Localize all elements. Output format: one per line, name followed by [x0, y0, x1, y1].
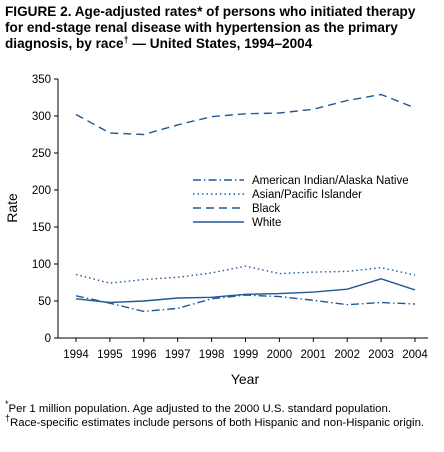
- y-tick-label: 250: [32, 148, 51, 160]
- footnote-1: *Per 1 million population. Age adjusted …: [5, 400, 439, 417]
- footnote-1-text: Per 1 million population. Age adjusted t…: [8, 403, 391, 415]
- line-chart: 0 50 100 150 200 250 300 350 1994 1995 1996 1997 199…: [4, 74, 428, 387]
- title-dagger: †: [123, 34, 129, 45]
- title-line-3-end: — United States, 1994–2004: [128, 36, 313, 51]
- y-tick-label: 50: [38, 296, 51, 308]
- x-tick-label: 1999: [233, 349, 259, 361]
- x-tick-label: 2002: [334, 349, 360, 361]
- legend-label-3: Black: [252, 203, 280, 215]
- title-line-1: FIGURE 2. Age-adjusted rates* of persons…: [5, 4, 416, 19]
- footnote-2-marker: †: [5, 412, 11, 423]
- y-tick-label: 100: [32, 259, 51, 271]
- chart-title: FIGURE 2. Age-adjusted rates* of persons…: [5, 4, 441, 52]
- title-line-3-start: diagnosis, by race: [5, 36, 124, 51]
- y-tick-label: 350: [32, 74, 51, 86]
- footnotes: *Per 1 million population. Age adjusted …: [5, 400, 439, 431]
- x-axis-title: Year: [231, 371, 260, 387]
- footnote-1-marker: *: [5, 399, 9, 410]
- series-line-2: [75, 265, 416, 284]
- x-tick-label: 1996: [131, 349, 157, 361]
- x-tick-label: 2003: [368, 349, 394, 361]
- series-line-4: [75, 278, 416, 304]
- x-tick-label: 1998: [199, 349, 225, 361]
- series-line-1: [75, 294, 416, 313]
- x-tick-label: 1997: [165, 349, 191, 361]
- footnote-2: †Race-specific estimates include persons…: [5, 413, 439, 431]
- y-axis-title: Rate: [4, 193, 20, 223]
- y-tick-label: 150: [32, 222, 51, 234]
- y-tick-label: 200: [32, 185, 51, 197]
- x-tick-label: 2004: [402, 349, 428, 361]
- legend-label-1: American Indian/Alaska Native: [252, 175, 409, 187]
- title-line-2: for end-stage renal disease with hyperte…: [5, 20, 398, 35]
- title-line-3: diagnosis, by race† — United States, 199…: [5, 34, 441, 52]
- legend-label-4: White: [252, 217, 281, 229]
- series-line-3: [75, 93, 416, 136]
- x-tick-label: 1994: [63, 349, 89, 361]
- x-tick-label: 2000: [267, 349, 293, 361]
- y-tick-label: 300: [32, 111, 51, 123]
- legend-label-2: Asian/Pacific Islander: [252, 189, 362, 201]
- x-tick-label: 2001: [301, 349, 327, 361]
- y-tick-label: 0: [45, 333, 51, 345]
- footnote-2-text: Race-specific estimates include persons …: [10, 416, 425, 429]
- x-tick-label: 1995: [97, 349, 123, 361]
